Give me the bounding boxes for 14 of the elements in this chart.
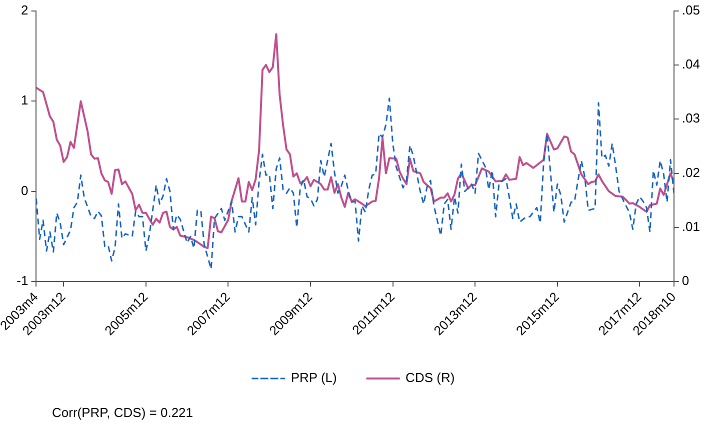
y2-tick-label: .05 bbox=[682, 2, 700, 18]
legend-label: PRP (L) bbox=[290, 370, 337, 386]
line-series bbox=[36, 98, 674, 270]
y-tick-label: 2 bbox=[20, 2, 28, 18]
y-tick-label: -1 bbox=[16, 273, 28, 288]
y2-tick-label: .03 bbox=[682, 110, 700, 126]
legend-label: CDS (R) bbox=[406, 370, 455, 386]
y2-tick-label: .02 bbox=[682, 164, 700, 180]
y2-tick-label: .04 bbox=[682, 56, 700, 72]
y-tick-label: 0 bbox=[20, 182, 28, 198]
y2-tick-label: .01 bbox=[682, 219, 700, 234]
text: Corr(PRP, CDS) = 0.221 bbox=[52, 405, 194, 420]
y-tick-label: 1 bbox=[20, 92, 28, 108]
y2-tick-label: 0 bbox=[682, 273, 690, 288]
